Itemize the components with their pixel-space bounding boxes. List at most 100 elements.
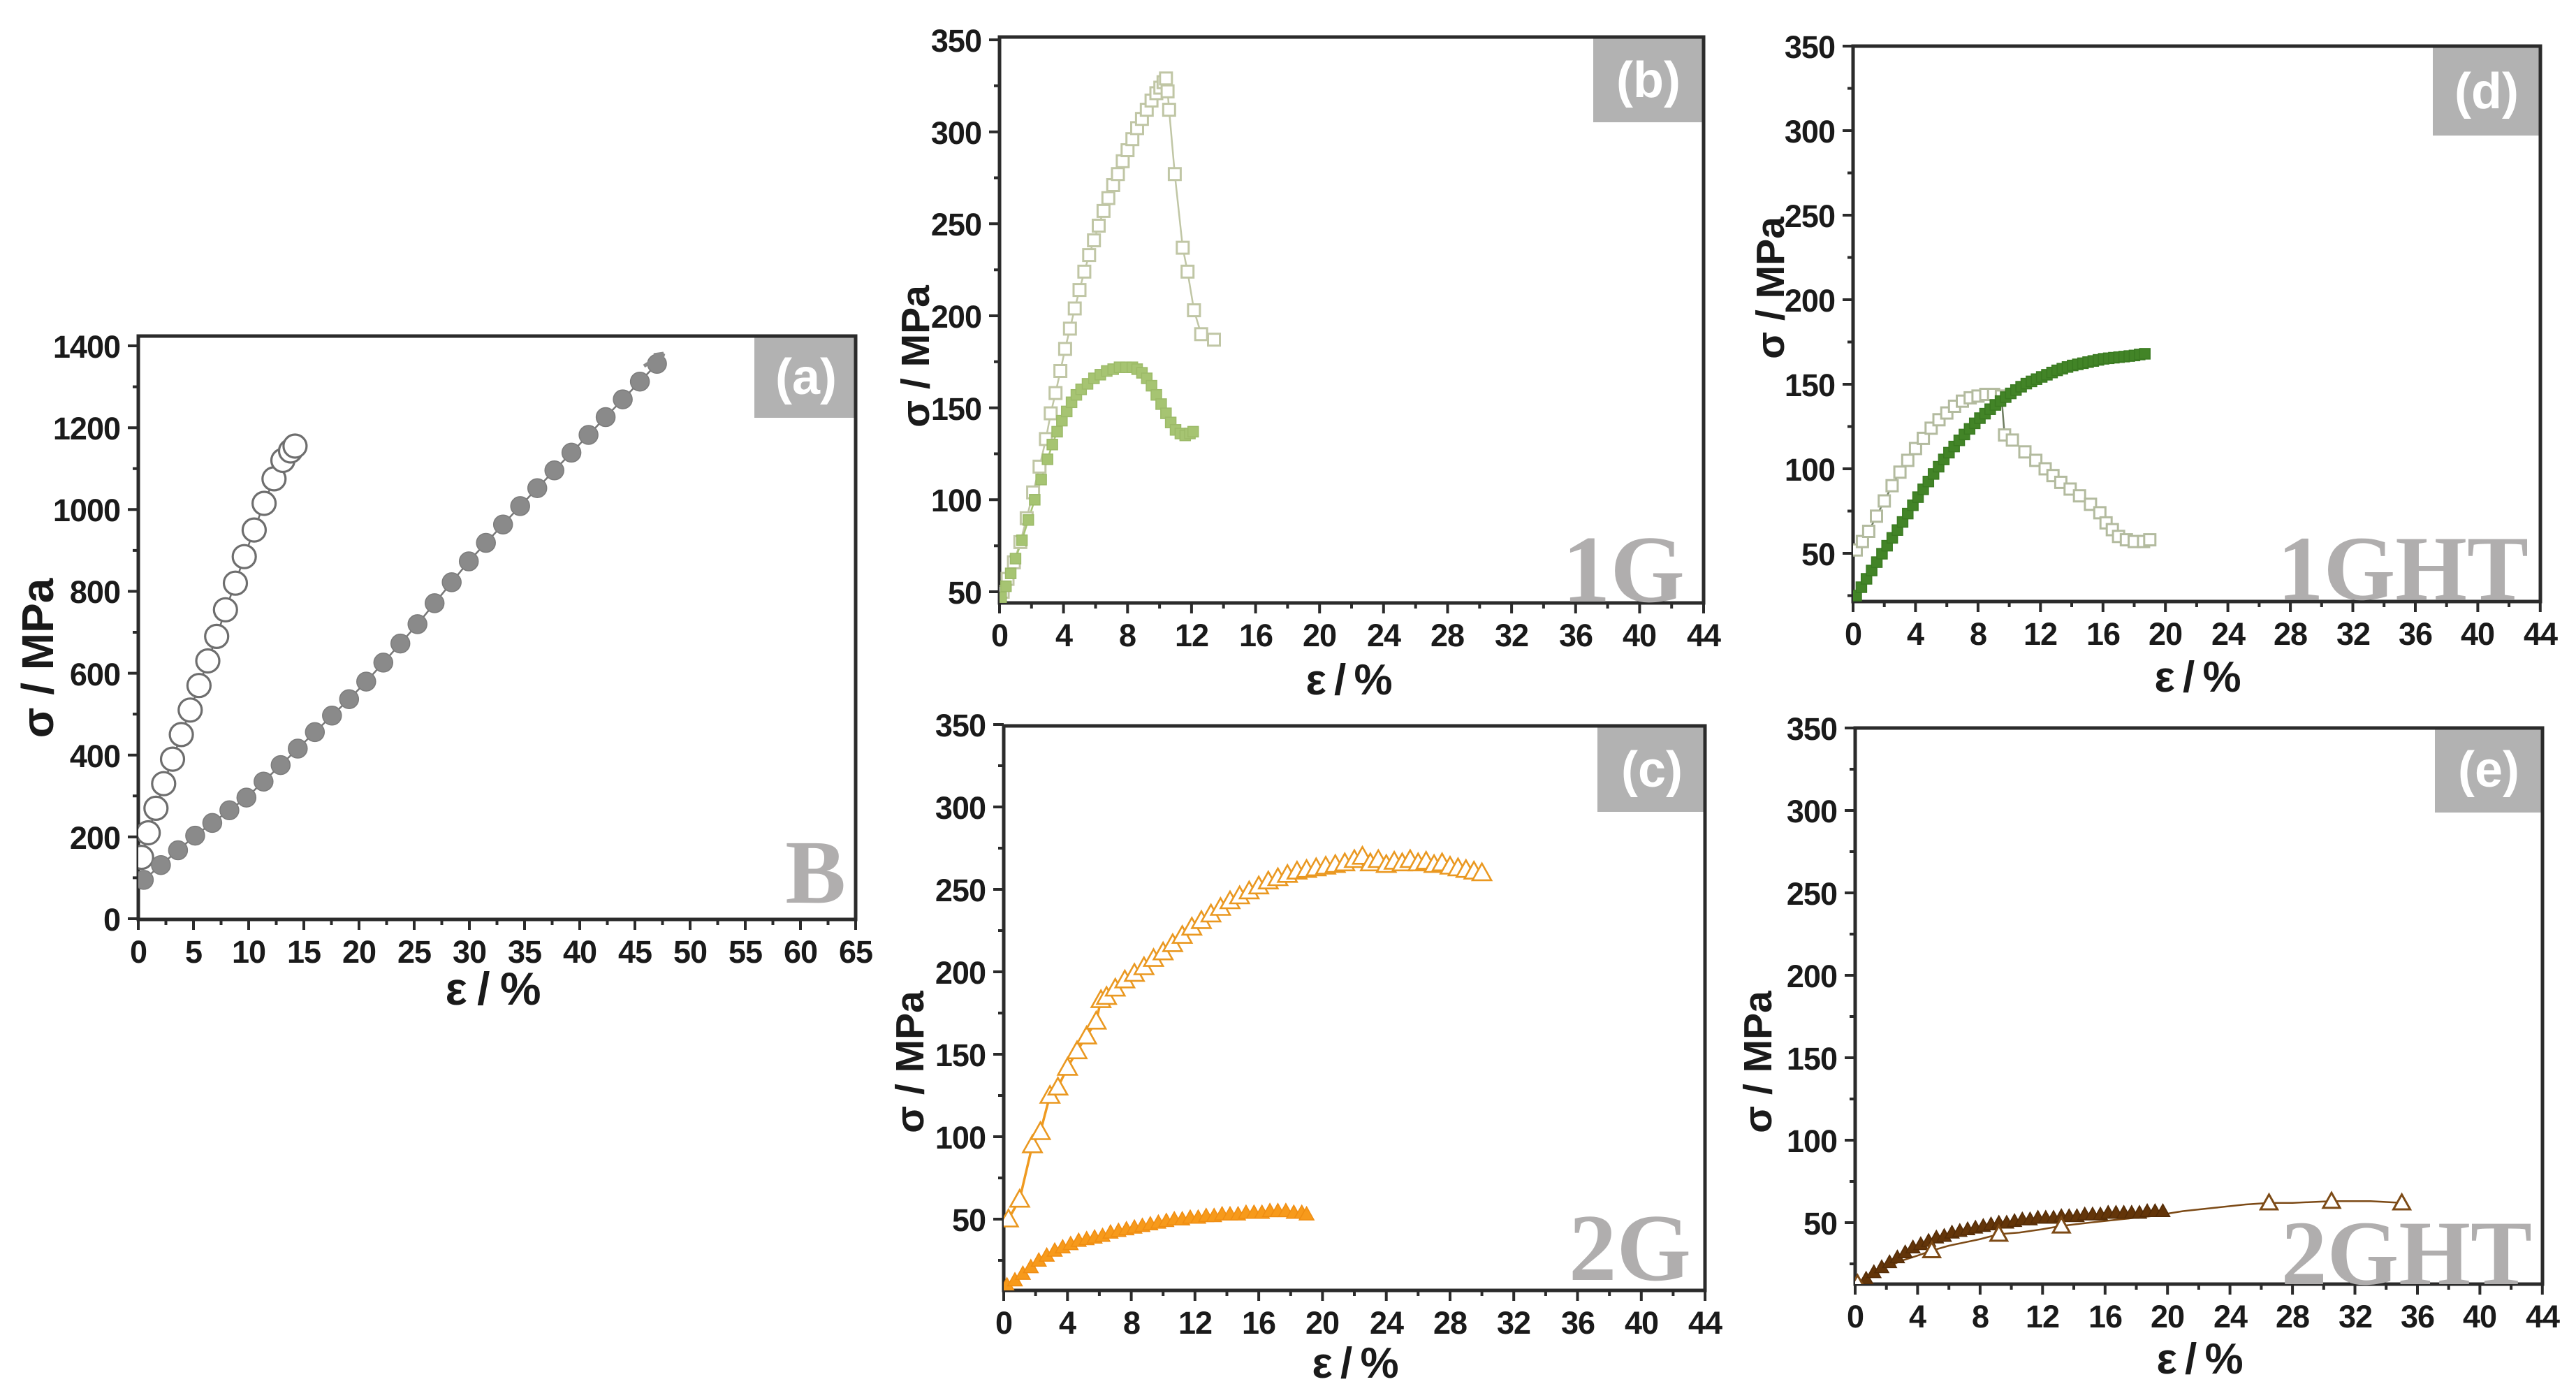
svg-text:0: 0 [1845,616,1861,652]
svg-text:28: 28 [1433,1305,1467,1341]
svg-text:60: 60 [784,934,817,970]
svg-text:45: 45 [618,934,652,970]
svg-text:55: 55 [729,934,762,970]
svg-text:40: 40 [1625,1305,1658,1341]
svg-text:25: 25 [397,934,431,970]
svg-text:100: 100 [935,1120,986,1156]
svg-text:350: 350 [931,23,981,59]
svg-text:65: 65 [839,934,872,970]
svg-text:1400: 1400 [53,329,120,365]
svg-text:1GHT: 1GHT [2278,517,2529,620]
svg-text:σ / MPa: σ / MPa [1736,990,1780,1133]
svg-text:2GHT: 2GHT [2281,1202,2532,1304]
svg-text:200: 200 [931,299,981,335]
svg-text:300: 300 [935,790,986,826]
svg-text:0: 0 [1847,1299,1864,1334]
svg-text:100: 100 [931,483,981,518]
svg-text:32: 32 [1495,618,1528,653]
svg-text:200: 200 [1787,959,1837,994]
svg-text:50: 50 [673,934,707,970]
svg-text:1G: 1G [1563,516,1685,622]
svg-text:20: 20 [342,934,376,970]
svg-text:150: 150 [935,1037,986,1073]
svg-text:100: 100 [1785,452,1835,488]
svg-text:4: 4 [1059,1305,1076,1341]
svg-text:44: 44 [2524,616,2558,652]
svg-text:600: 600 [70,657,120,692]
svg-text:20: 20 [1303,618,1336,653]
svg-text:250: 250 [931,207,981,242]
svg-text:(a): (a) [775,349,837,405]
svg-text:300: 300 [1787,794,1837,829]
svg-text:44: 44 [2526,1299,2560,1334]
svg-text:200: 200 [1785,283,1835,319]
svg-text:0: 0 [991,618,1008,653]
svg-text:32: 32 [1497,1305,1530,1341]
svg-text:σ / MPa: σ / MPa [888,990,932,1133]
svg-text:16: 16 [2088,1299,2122,1334]
svg-text:8: 8 [1970,616,1986,652]
svg-text:16: 16 [2086,616,2120,652]
svg-text:20: 20 [2149,616,2182,652]
svg-text:250: 250 [1785,198,1835,234]
svg-text:150: 150 [1785,367,1835,403]
svg-text:(c): (c) [1621,742,1683,798]
svg-text:20: 20 [1305,1305,1339,1341]
svg-text:12: 12 [1175,618,1208,653]
svg-text:300: 300 [1785,114,1835,150]
svg-text:4: 4 [1909,1299,1926,1334]
svg-text:50: 50 [948,575,981,611]
svg-text:250: 250 [935,873,986,908]
svg-text:ε / %: ε / % [1312,1339,1398,1388]
svg-text:B: B [785,822,846,923]
svg-text:200: 200 [70,820,120,856]
svg-text:4: 4 [1055,618,1073,653]
svg-text:16: 16 [1239,618,1273,653]
svg-text:35: 35 [508,934,541,970]
svg-text:(d): (d) [2454,64,2519,119]
svg-text:ε / %: ε / % [2156,1335,2242,1383]
svg-text:400: 400 [70,738,120,774]
svg-text:24: 24 [2213,1299,2248,1334]
svg-text:150: 150 [931,391,981,427]
svg-text:(b): (b) [1616,52,1681,108]
svg-text:4: 4 [1907,616,1924,652]
svg-text:36: 36 [1561,1305,1595,1341]
svg-text:40: 40 [2461,616,2494,652]
svg-text:800: 800 [70,574,120,610]
svg-text:300: 300 [931,115,981,151]
svg-text:40: 40 [2463,1299,2496,1334]
svg-text:24: 24 [2211,616,2246,652]
svg-text:ε / %: ε / % [445,963,539,1014]
svg-text:200: 200 [935,955,986,991]
svg-text:12: 12 [1178,1305,1212,1341]
svg-text:36: 36 [1559,618,1593,653]
svg-text:20: 20 [2151,1299,2184,1334]
svg-text:(e): (e) [2458,742,2519,798]
svg-text:350: 350 [1787,711,1837,747]
svg-text:28: 28 [1430,618,1464,653]
svg-text:50: 50 [952,1202,986,1238]
svg-text:30: 30 [453,934,486,970]
svg-text:0: 0 [130,934,147,970]
svg-text:0: 0 [995,1305,1012,1341]
svg-text:44: 44 [1687,618,1721,653]
svg-text:10: 10 [232,934,265,970]
svg-text:1200: 1200 [53,411,120,446]
svg-text:44: 44 [1688,1305,1722,1341]
svg-text:8: 8 [1123,1305,1140,1341]
svg-text:40: 40 [563,934,597,970]
svg-text:12: 12 [2024,616,2057,652]
svg-text:50: 50 [1803,1206,1837,1242]
svg-text:ε / %: ε / % [2154,653,2240,701]
svg-text:32: 32 [2339,1299,2372,1334]
svg-text:5: 5 [185,934,202,970]
svg-text:350: 350 [935,708,986,743]
svg-text:σ / MPa: σ / MPa [893,284,938,428]
svg-text:150: 150 [1787,1041,1837,1077]
svg-text:8: 8 [1972,1299,1989,1334]
svg-text:250: 250 [1787,876,1837,912]
svg-text:36: 36 [2401,1299,2434,1334]
svg-text:36: 36 [2399,616,2432,652]
svg-text:40: 40 [1623,618,1656,653]
